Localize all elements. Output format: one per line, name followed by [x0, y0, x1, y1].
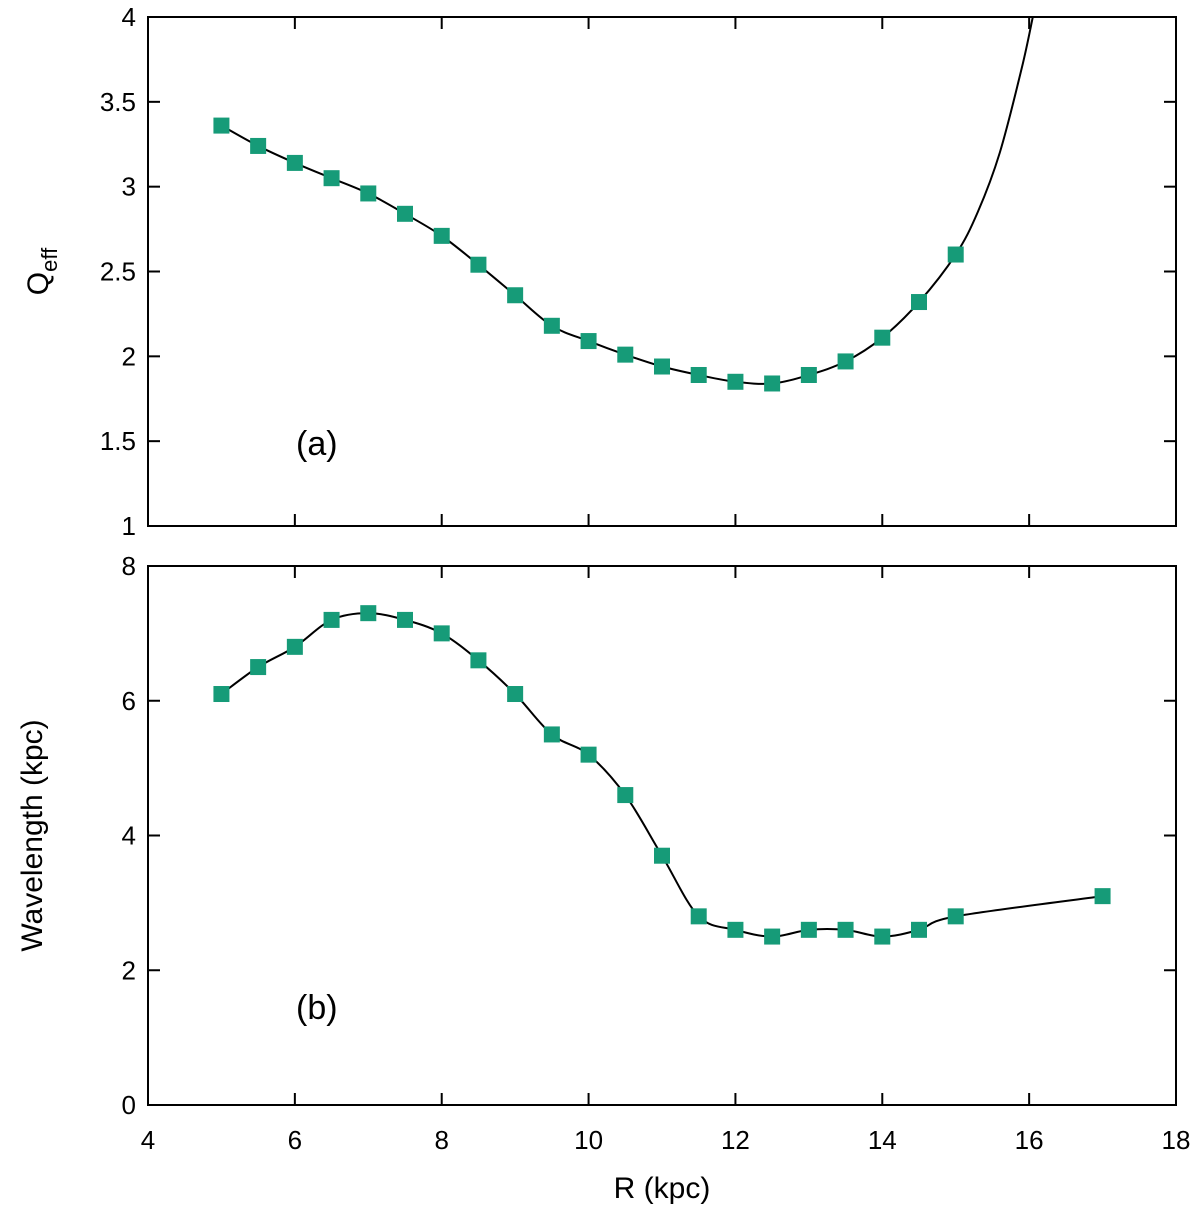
y-axis-title: Wavelength (kpc) [16, 719, 49, 951]
data-point-marker [397, 611, 413, 628]
data-point-marker [470, 652, 487, 669]
data-point-marker [911, 294, 927, 311]
x-axis-title: R (kpc) [614, 1172, 711, 1205]
data-point-marker [250, 137, 267, 154]
data-point-marker [360, 185, 377, 202]
data-point-marker [874, 928, 891, 945]
data-point-marker [250, 659, 267, 676]
y-tick-label: 2.5 [100, 257, 136, 287]
panel-label: (a) [296, 425, 338, 463]
data-point-marker [286, 154, 303, 171]
x-tick-label: 10 [574, 1125, 603, 1155]
data-point-marker [800, 366, 817, 383]
data-point-marker [837, 353, 854, 370]
data-point-marker [727, 373, 744, 390]
x-tick-label: 6 [288, 1125, 302, 1155]
x-tick-label: 8 [434, 1125, 448, 1155]
data-point-marker [543, 726, 560, 743]
data-point-marker [470, 256, 487, 273]
data-point-marker [654, 847, 670, 864]
x-tick-label: 16 [1015, 1125, 1044, 1155]
data-point-marker [947, 246, 964, 263]
y-tick-label: 0 [122, 1090, 136, 1120]
data-point-marker [947, 908, 964, 925]
x-tick-label: 4 [141, 1125, 155, 1155]
data-point-marker [727, 921, 744, 938]
y-tick-label: 4 [122, 821, 136, 851]
data-point-marker [690, 908, 707, 925]
data-point-marker [837, 921, 854, 938]
data-point-marker [213, 117, 230, 134]
x-tick-label: 14 [868, 1125, 897, 1155]
data-point-marker [874, 329, 891, 346]
data-point-marker [360, 605, 377, 622]
y-tick-label: 6 [122, 686, 136, 716]
data-point-marker [543, 317, 560, 334]
y-tick-label: 8 [122, 551, 136, 581]
y-tick-label: 1 [122, 511, 136, 541]
y-axis-title-subscript: eff [37, 247, 62, 272]
data-point-marker [397, 205, 413, 222]
data-point-marker [580, 746, 597, 763]
data-point-marker [580, 333, 597, 350]
panel-a-qeff: 1 1.5 2 2.5 3 3.5 4 (a) Qeff [22, 2, 1177, 541]
x-tick-label: 12 [721, 1125, 750, 1155]
data-point-marker [433, 625, 450, 642]
data-point-marker [1094, 888, 1111, 905]
data-point-marker [617, 346, 634, 363]
data-point-marker [323, 611, 340, 628]
panel-b-wavelength: 4 6 8 10 12 14 16 18 0 2 4 6 8 (b) Wavelength (kpc) R (… [16, 551, 1190, 1205]
series-line [220, 612, 1103, 938]
data-point-marker [507, 287, 524, 304]
data-point-marker [800, 921, 817, 938]
panel-label: (b) [296, 989, 338, 1027]
data-point-marker [764, 375, 781, 392]
y-tick-label: 2 [122, 341, 136, 371]
data-point-marker [213, 686, 230, 703]
series-line [220, 17, 1034, 385]
y-axis-title: Qeff [22, 247, 62, 295]
y-tick-label: 1.5 [100, 426, 136, 456]
data-point-marker [323, 170, 340, 187]
y-tick-label: 2 [122, 955, 136, 985]
data-point-marker [507, 686, 524, 703]
x-tick-label: 18 [1162, 1125, 1191, 1155]
y-tick-label: 3 [122, 172, 136, 202]
data-point-marker [690, 366, 707, 383]
y-tick-label: 4 [122, 2, 136, 32]
y-tick-label: 3.5 [100, 87, 136, 117]
data-point-marker [654, 358, 670, 375]
y-axis-title-main: Q [22, 272, 55, 295]
data-point-marker [433, 227, 450, 244]
data-point-marker [911, 921, 927, 938]
data-point-marker [286, 638, 303, 655]
data-point-marker [617, 787, 634, 804]
data-point-marker [764, 928, 781, 945]
